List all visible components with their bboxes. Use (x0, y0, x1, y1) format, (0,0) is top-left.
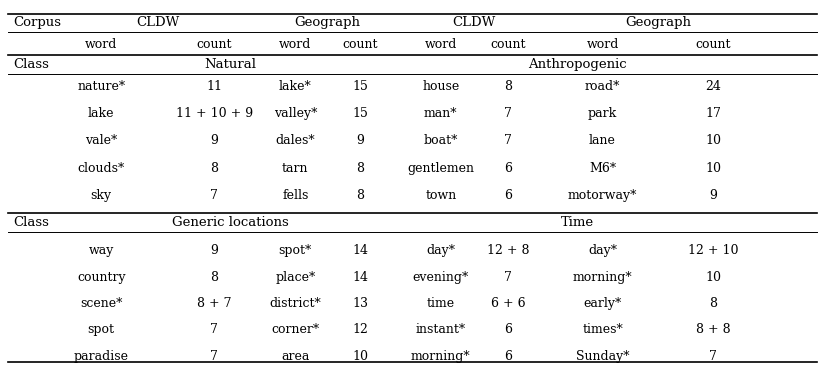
Text: lake*: lake* (279, 80, 312, 93)
Text: day*: day* (588, 245, 617, 257)
Text: 7: 7 (710, 350, 717, 363)
Text: 13: 13 (352, 297, 368, 310)
Text: 10: 10 (705, 271, 721, 284)
Text: early*: early* (583, 297, 621, 310)
Text: dales*: dales* (276, 134, 315, 147)
Text: 11 + 10 + 9: 11 + 10 + 9 (176, 107, 253, 120)
Text: 6: 6 (504, 324, 512, 336)
Text: 6 + 6: 6 + 6 (491, 297, 526, 310)
Text: 8 + 7: 8 + 7 (197, 297, 232, 310)
Text: M6*: M6* (589, 162, 616, 175)
Text: count: count (695, 38, 731, 50)
Text: valley*: valley* (274, 107, 317, 120)
Text: 6: 6 (504, 189, 512, 202)
Text: morning*: morning* (411, 350, 470, 363)
Text: corner*: corner* (271, 324, 319, 336)
Text: count: count (342, 38, 378, 50)
Text: lake: lake (88, 107, 115, 120)
Text: 15: 15 (352, 80, 368, 93)
Text: word: word (587, 38, 619, 50)
Text: instant*: instant* (416, 324, 466, 336)
Text: Corpus: Corpus (13, 16, 61, 30)
Text: district*: district* (270, 297, 321, 310)
Text: 10: 10 (705, 162, 721, 175)
Text: tarn: tarn (282, 162, 309, 175)
Text: count: count (196, 38, 232, 50)
Text: Sunday*: Sunday* (576, 350, 629, 363)
Text: 6: 6 (504, 162, 512, 175)
Text: 14: 14 (352, 271, 368, 284)
Text: gentlemen: gentlemen (408, 162, 474, 175)
Text: 9: 9 (210, 245, 219, 257)
Text: 12 + 8: 12 + 8 (487, 245, 529, 257)
Text: 14: 14 (352, 245, 368, 257)
Text: CLDW: CLDW (136, 16, 180, 30)
Text: 8: 8 (504, 80, 512, 93)
Text: Class: Class (13, 216, 49, 229)
Text: road*: road* (585, 80, 620, 93)
Text: Geograph: Geograph (625, 16, 691, 30)
Text: morning*: morning* (573, 271, 632, 284)
Text: 8: 8 (710, 297, 717, 310)
Text: town: town (425, 189, 456, 202)
Text: sky: sky (91, 189, 112, 202)
Text: 7: 7 (210, 324, 219, 336)
Text: scene*: scene* (80, 297, 122, 310)
Text: 15: 15 (352, 107, 368, 120)
Text: Class: Class (13, 58, 49, 71)
Text: 8: 8 (356, 189, 364, 202)
Text: 8: 8 (210, 271, 219, 284)
Text: 9: 9 (710, 189, 717, 202)
Text: 8: 8 (356, 162, 364, 175)
Text: 7: 7 (504, 107, 512, 120)
Text: Generic locations: Generic locations (172, 216, 289, 229)
Text: fells: fells (282, 189, 309, 202)
Text: 6: 6 (504, 350, 512, 363)
Text: park: park (588, 107, 617, 120)
Text: 7: 7 (210, 189, 219, 202)
Text: 7: 7 (504, 134, 512, 147)
Text: 10: 10 (352, 350, 368, 363)
Text: area: area (281, 350, 309, 363)
Text: 7: 7 (210, 350, 219, 363)
Text: 8 + 8: 8 + 8 (696, 324, 731, 336)
Text: word: word (85, 38, 117, 50)
Text: evening*: evening* (412, 271, 469, 284)
Text: 9: 9 (210, 134, 219, 147)
Text: word: word (279, 38, 312, 50)
Text: lane: lane (589, 134, 616, 147)
Text: 12 + 10: 12 + 10 (688, 245, 738, 257)
Text: Geograph: Geograph (295, 16, 361, 30)
Text: count: count (490, 38, 526, 50)
Text: 11: 11 (206, 80, 223, 93)
Text: Natural: Natural (205, 58, 257, 71)
Text: 17: 17 (705, 107, 721, 120)
Text: 24: 24 (705, 80, 721, 93)
Text: times*: times* (582, 324, 623, 336)
Text: clouds*: clouds* (78, 162, 125, 175)
Text: 8: 8 (210, 162, 219, 175)
Text: Time: Time (560, 216, 594, 229)
Text: 12: 12 (352, 324, 368, 336)
Text: word: word (425, 38, 457, 50)
Text: place*: place* (276, 271, 315, 284)
Text: time: time (427, 297, 455, 310)
Text: nature*: nature* (78, 80, 125, 93)
Text: house: house (422, 80, 460, 93)
Text: paradise: paradise (73, 350, 129, 363)
Text: CLDW: CLDW (453, 16, 496, 30)
Text: Anthropogenic: Anthropogenic (528, 58, 626, 71)
Text: way: way (88, 245, 114, 257)
Text: 10: 10 (705, 134, 721, 147)
Text: boat*: boat* (423, 134, 458, 147)
Text: man*: man* (424, 107, 458, 120)
Text: spot: spot (87, 324, 115, 336)
Text: day*: day* (427, 245, 455, 257)
Text: spot*: spot* (279, 245, 312, 257)
Text: country: country (77, 271, 125, 284)
Text: 7: 7 (504, 271, 512, 284)
Text: vale*: vale* (85, 134, 117, 147)
Text: 9: 9 (356, 134, 364, 147)
Text: motorway*: motorway* (568, 189, 637, 202)
